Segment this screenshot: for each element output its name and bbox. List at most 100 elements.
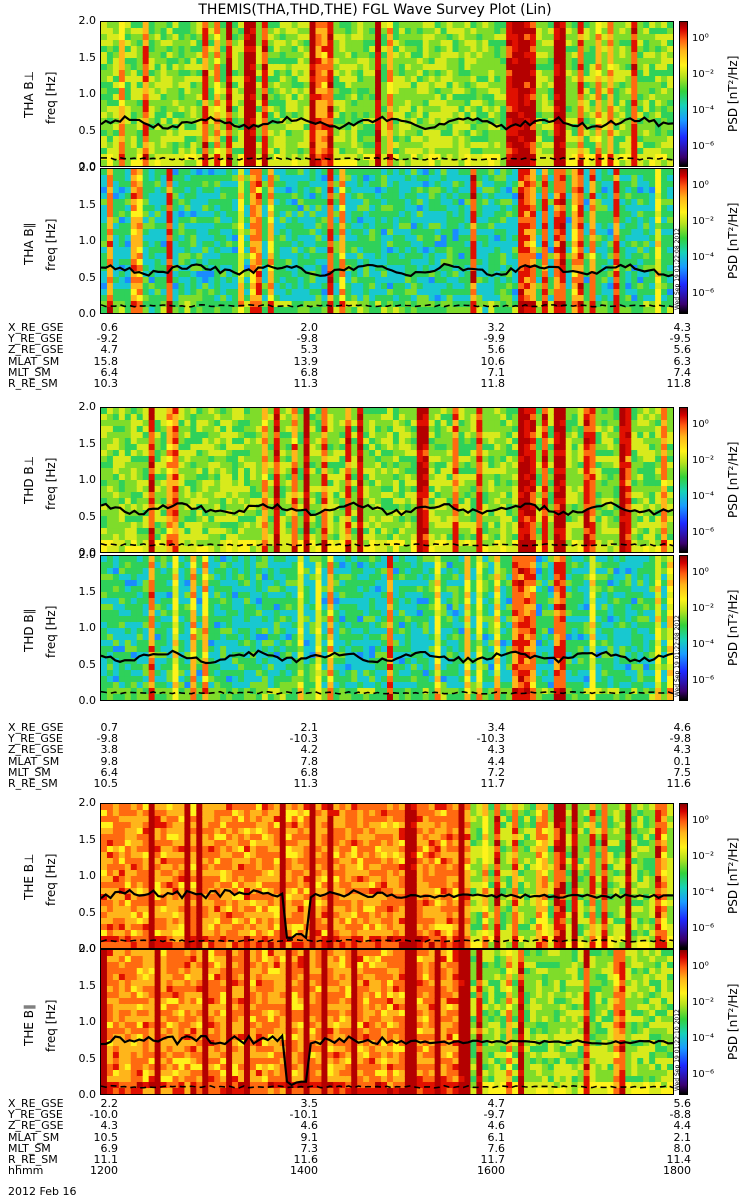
spectrogram-cell xyxy=(595,22,603,29)
spectrogram-cell xyxy=(154,148,162,155)
spectrogram-cell xyxy=(506,205,513,212)
spectrogram-cell xyxy=(476,124,483,131)
spectrogram-cell xyxy=(398,217,406,224)
spectrogram-cell xyxy=(363,205,370,212)
spectrogram-cell xyxy=(559,271,567,278)
spectrogram-cell xyxy=(232,34,239,41)
spectrogram-cell xyxy=(226,217,233,224)
spectrogram-cell xyxy=(196,34,203,41)
spectrogram-cell xyxy=(232,300,239,308)
spectrogram-cell xyxy=(178,521,186,529)
spectrogram-cell xyxy=(589,40,597,47)
spectrogram-cell xyxy=(333,246,340,254)
spectrogram-cell xyxy=(494,277,501,284)
spectrogram-cell xyxy=(446,94,454,101)
spectrogram-cell xyxy=(506,174,513,182)
spectrogram-cell xyxy=(643,99,650,107)
spectrogram-cell xyxy=(220,228,227,236)
spectrogram-cell xyxy=(351,199,358,206)
spectrogram-cell xyxy=(375,160,382,166)
spectrogram-cell xyxy=(458,205,466,212)
spectrogram-cell xyxy=(464,271,472,278)
spectrogram-cell xyxy=(136,223,144,230)
spectrogram-cell xyxy=(470,217,477,224)
spectrogram-cell xyxy=(357,27,364,35)
spectrogram-cell xyxy=(482,52,489,59)
spectrogram-cell xyxy=(166,420,174,427)
spectrogram-cell xyxy=(535,181,543,188)
spectrogram-cell xyxy=(101,431,108,439)
spectrogram-cell xyxy=(535,210,543,218)
spectrogram-cell xyxy=(106,223,114,230)
spectrogram-cell xyxy=(381,106,388,113)
spectrogram-cell xyxy=(661,223,668,230)
spectrogram-cell xyxy=(142,52,150,59)
spectrogram-cell xyxy=(315,124,323,131)
spectrogram-cell xyxy=(166,426,174,433)
spectrogram-cell xyxy=(166,271,174,278)
spectrogram-cell xyxy=(559,289,567,296)
spectrogram-cell xyxy=(172,264,180,272)
spectrogram-cell xyxy=(202,192,209,200)
spectrogram-cell xyxy=(392,289,400,296)
spectrogram-cell xyxy=(106,271,114,278)
spectrogram-cell xyxy=(375,241,382,248)
spectrogram-cell xyxy=(589,282,597,290)
spectrogram-cell xyxy=(124,521,132,529)
spectrogram-cell xyxy=(351,160,358,166)
spectrogram-cell xyxy=(124,492,132,499)
spectrogram-cell xyxy=(649,210,656,218)
spectrogram-cell xyxy=(392,169,400,176)
spectrogram-cell xyxy=(637,63,644,71)
spectrogram-cell xyxy=(351,253,358,260)
spectrogram-cell xyxy=(512,70,519,77)
spectrogram-cell xyxy=(124,485,132,493)
spectrogram-cell xyxy=(130,498,138,505)
spectrogram-cell xyxy=(667,106,673,113)
spectrogram-cell xyxy=(619,199,626,206)
spectrogram-cell xyxy=(506,135,513,143)
spectrogram-cell xyxy=(130,449,138,457)
spectrogram-cell xyxy=(327,58,334,65)
spectrogram-cell xyxy=(130,34,138,41)
spectrogram-cell xyxy=(148,246,156,254)
spectrogram-cell xyxy=(339,135,346,143)
spectrogram-cell xyxy=(357,112,364,119)
spectrogram-cell xyxy=(118,130,126,137)
spectrogram-cell xyxy=(506,282,513,290)
spectrogram-cell xyxy=(643,235,650,242)
spectrogram-cell xyxy=(178,192,186,200)
spectrogram-cell xyxy=(607,130,615,137)
spectrogram-cell xyxy=(381,40,388,47)
spectrogram-cell xyxy=(643,205,650,212)
spectrogram-cell xyxy=(565,130,573,137)
spectrogram-cell xyxy=(452,282,460,290)
spectrogram-cell xyxy=(124,462,132,469)
spectrogram-cell xyxy=(321,124,329,131)
spectrogram-cell xyxy=(309,181,317,188)
spectrogram-cell xyxy=(238,81,245,89)
spectrogram-cell xyxy=(184,271,191,278)
spectrogram-cell xyxy=(303,81,311,89)
spectrogram-cell xyxy=(530,187,537,194)
spectrogram-cell xyxy=(416,70,424,77)
spectrogram-cell xyxy=(637,181,644,188)
spectrogram-cell xyxy=(267,142,275,149)
spectrogram-cell xyxy=(547,210,555,218)
spectrogram-cell xyxy=(416,181,424,188)
spectrogram-cell xyxy=(148,528,156,535)
spectrogram-cell xyxy=(476,22,483,29)
spectrogram-cell xyxy=(464,63,472,71)
spectrogram-cell xyxy=(130,192,138,200)
spectrogram-cell xyxy=(130,510,138,517)
spectrogram-cell xyxy=(261,135,269,143)
spectrogram-cell xyxy=(601,277,609,284)
spectrogram-cell xyxy=(375,99,382,107)
spectrogram-cell xyxy=(565,241,573,248)
spectrogram-cell xyxy=(452,289,460,296)
spectrogram-cell xyxy=(327,81,334,89)
spectrogram-cell xyxy=(398,210,406,218)
spectrogram-cell xyxy=(303,153,311,161)
spectrogram-cell xyxy=(547,148,555,155)
spectrogram-cell xyxy=(381,94,388,101)
